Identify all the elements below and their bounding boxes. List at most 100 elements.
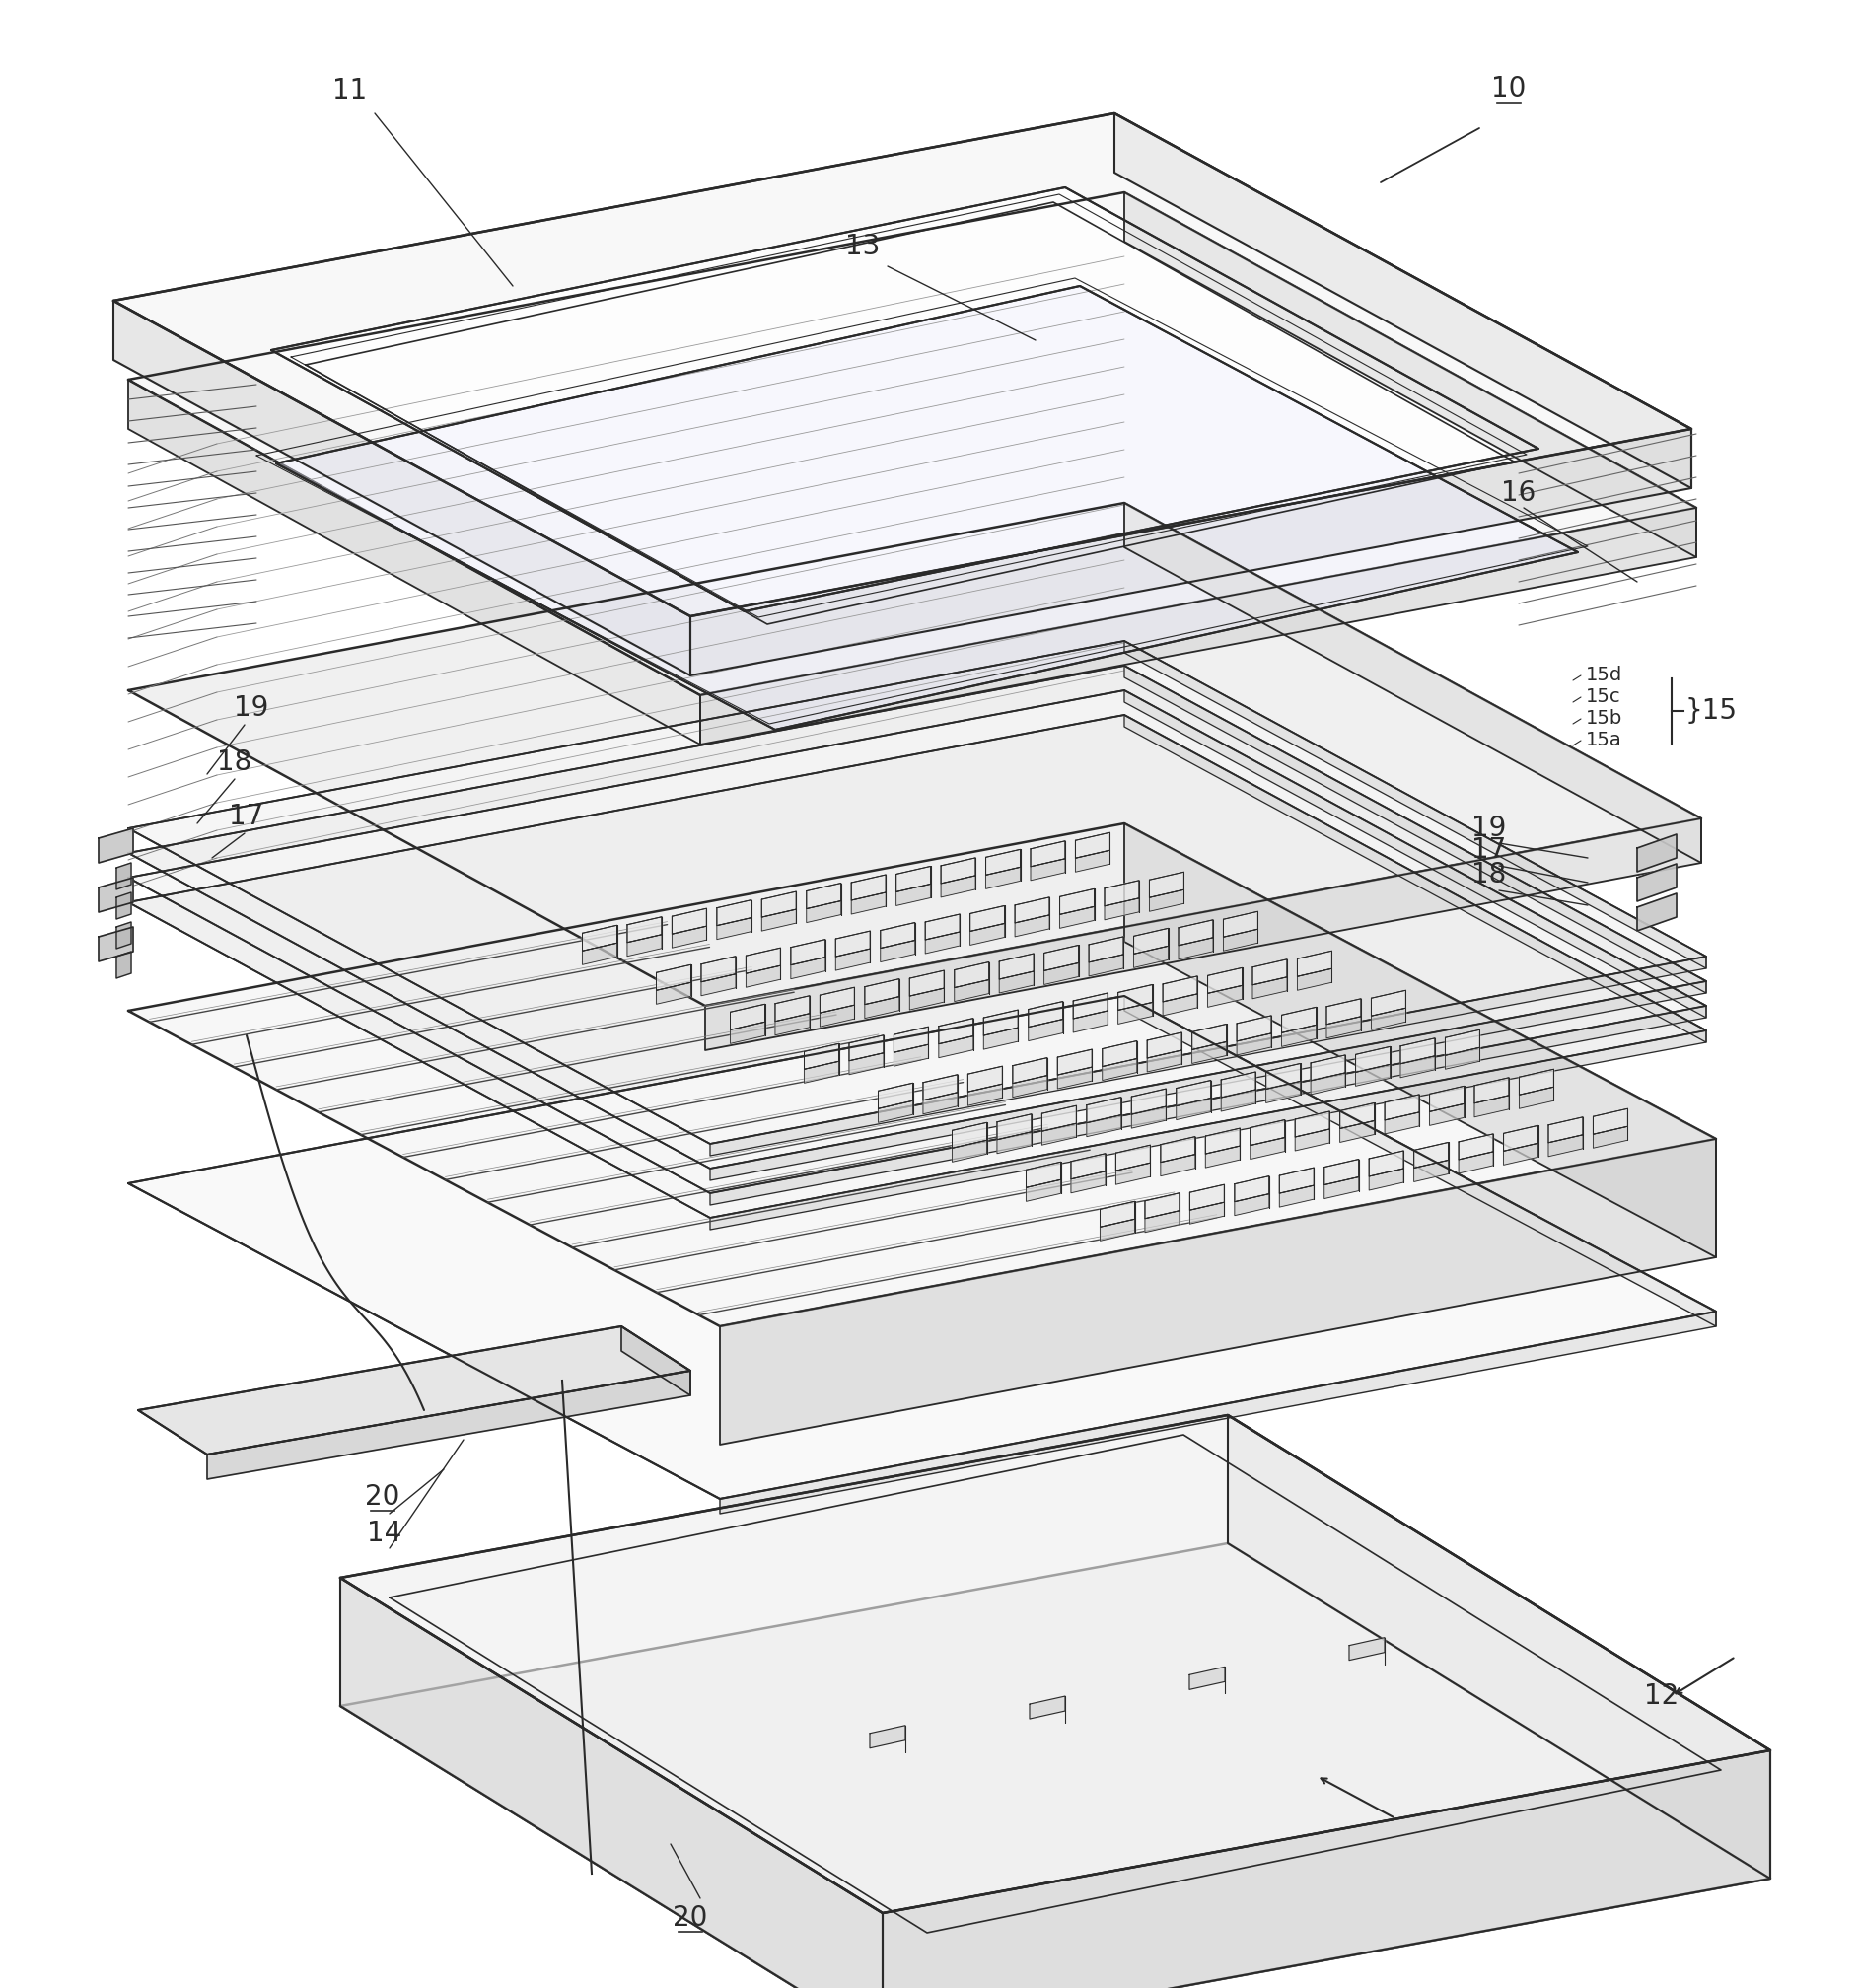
Polygon shape <box>99 926 134 962</box>
Polygon shape <box>1227 1415 1770 1879</box>
Polygon shape <box>128 503 1701 1006</box>
Polygon shape <box>1281 1008 1316 1034</box>
Polygon shape <box>1638 893 1677 930</box>
Polygon shape <box>1030 859 1065 881</box>
Polygon shape <box>1125 823 1716 1256</box>
Polygon shape <box>1205 1145 1240 1167</box>
Polygon shape <box>1030 841 1065 867</box>
Polygon shape <box>1459 1133 1493 1159</box>
Polygon shape <box>985 849 1021 875</box>
Polygon shape <box>1089 936 1123 962</box>
Polygon shape <box>113 113 1692 616</box>
Polygon shape <box>1279 1167 1314 1193</box>
Polygon shape <box>864 996 900 1018</box>
Polygon shape <box>1327 998 1361 1024</box>
Polygon shape <box>117 893 132 918</box>
Polygon shape <box>99 829 134 863</box>
Polygon shape <box>128 690 1707 1193</box>
Text: 20: 20 <box>364 1483 400 1511</box>
Polygon shape <box>1060 889 1095 914</box>
Polygon shape <box>1114 113 1692 489</box>
Polygon shape <box>206 1370 690 1479</box>
Polygon shape <box>745 966 781 988</box>
Text: 19: 19 <box>234 694 270 722</box>
Polygon shape <box>952 1123 987 1149</box>
Text: 10: 10 <box>1491 76 1526 103</box>
Polygon shape <box>851 875 885 901</box>
Polygon shape <box>1101 1201 1134 1227</box>
Polygon shape <box>1236 1034 1272 1056</box>
Polygon shape <box>340 1415 1770 1912</box>
Polygon shape <box>1340 1121 1374 1143</box>
Polygon shape <box>128 666 1707 1169</box>
Polygon shape <box>805 1044 838 1070</box>
Polygon shape <box>1164 976 1197 1002</box>
Polygon shape <box>1000 972 1034 994</box>
Polygon shape <box>1253 976 1286 998</box>
Polygon shape <box>864 978 900 1004</box>
Polygon shape <box>1125 640 1707 968</box>
Polygon shape <box>99 877 134 912</box>
Polygon shape <box>128 640 1707 1143</box>
Polygon shape <box>705 819 1701 1050</box>
Polygon shape <box>710 1006 1707 1205</box>
Polygon shape <box>1190 1203 1225 1225</box>
Polygon shape <box>1593 1109 1628 1135</box>
Polygon shape <box>881 940 915 962</box>
Polygon shape <box>894 1026 928 1052</box>
Polygon shape <box>850 1054 883 1076</box>
Polygon shape <box>1208 986 1242 1008</box>
Polygon shape <box>894 1044 928 1066</box>
Polygon shape <box>1125 716 1707 1042</box>
Polygon shape <box>954 962 989 988</box>
Polygon shape <box>1058 1050 1091 1076</box>
Polygon shape <box>710 956 1707 1155</box>
Polygon shape <box>1298 950 1331 976</box>
Polygon shape <box>719 1139 1716 1445</box>
Polygon shape <box>1028 1020 1063 1042</box>
Polygon shape <box>1459 1151 1493 1173</box>
Polygon shape <box>1415 1161 1448 1181</box>
Polygon shape <box>1101 1219 1134 1241</box>
Polygon shape <box>1474 1095 1510 1117</box>
Polygon shape <box>1311 1074 1346 1095</box>
Polygon shape <box>970 907 1004 930</box>
Polygon shape <box>1372 990 1405 1016</box>
Polygon shape <box>1266 1064 1301 1089</box>
Polygon shape <box>1145 1211 1179 1233</box>
Polygon shape <box>1549 1117 1582 1143</box>
Polygon shape <box>835 948 870 970</box>
Polygon shape <box>1223 928 1259 950</box>
Polygon shape <box>909 988 944 1010</box>
Polygon shape <box>117 922 132 948</box>
Polygon shape <box>626 934 662 956</box>
Polygon shape <box>1236 1016 1272 1042</box>
Polygon shape <box>909 970 944 996</box>
Polygon shape <box>762 891 796 916</box>
Polygon shape <box>1015 897 1050 922</box>
Polygon shape <box>710 1030 1707 1231</box>
Polygon shape <box>1000 954 1034 980</box>
Polygon shape <box>1160 1155 1195 1177</box>
Polygon shape <box>1102 1042 1138 1066</box>
Polygon shape <box>996 1131 1032 1153</box>
Polygon shape <box>1164 994 1197 1016</box>
Polygon shape <box>924 1076 957 1099</box>
Polygon shape <box>1177 1079 1210 1105</box>
Polygon shape <box>701 956 736 982</box>
Polygon shape <box>1311 1056 1346 1081</box>
Polygon shape <box>1549 1135 1582 1157</box>
Text: 13: 13 <box>846 233 881 260</box>
Text: 17: 17 <box>229 803 264 831</box>
Polygon shape <box>1234 1177 1270 1201</box>
Polygon shape <box>883 1749 1770 1988</box>
Polygon shape <box>1355 1046 1391 1072</box>
Polygon shape <box>1071 1171 1106 1193</box>
Polygon shape <box>775 1014 811 1036</box>
Polygon shape <box>807 883 840 909</box>
Polygon shape <box>582 924 617 950</box>
Polygon shape <box>851 893 885 914</box>
Polygon shape <box>1324 1177 1359 1199</box>
Polygon shape <box>1115 1163 1151 1185</box>
Polygon shape <box>731 1004 764 1030</box>
